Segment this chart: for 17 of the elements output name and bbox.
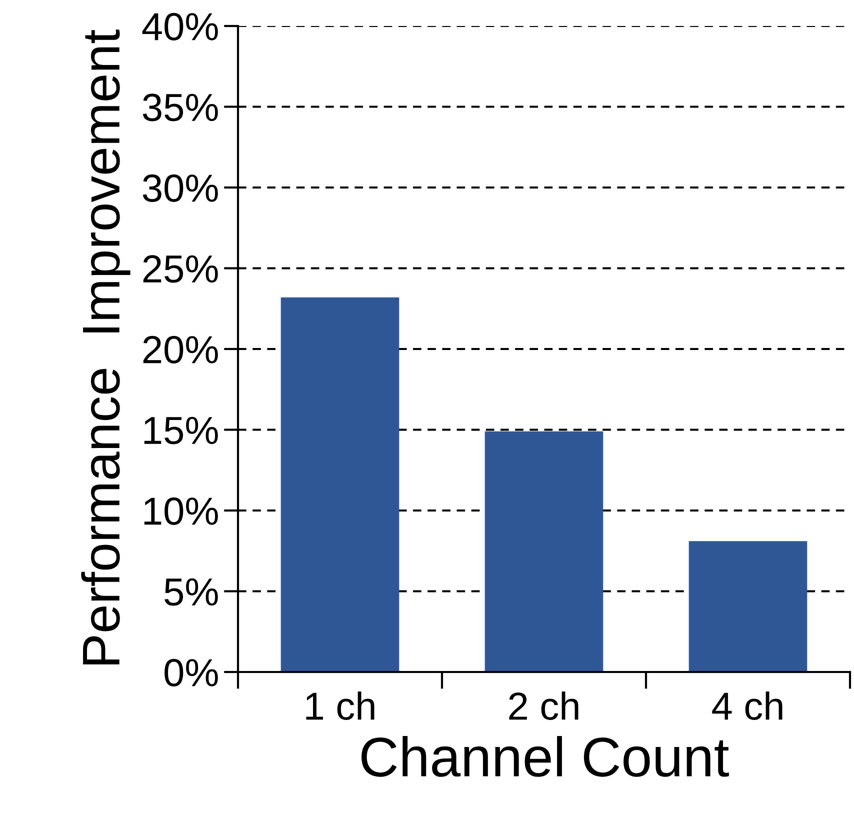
bar bbox=[688, 541, 808, 672]
y-tick-label: 30% bbox=[142, 174, 218, 202]
x-tick-label: 2 ch bbox=[509, 691, 578, 720]
x-tick-label: 4 ch bbox=[712, 691, 782, 720]
y-tick-label: 15% bbox=[144, 416, 218, 444]
y-tick-label: 10% bbox=[144, 497, 218, 525]
x-tick-label: 1 ch bbox=[306, 691, 374, 720]
y-tick-label: 0% bbox=[164, 658, 218, 686]
y-tick-label: 5% bbox=[164, 578, 218, 606]
x-axis-title: Channel Count bbox=[362, 736, 729, 777]
bar bbox=[484, 431, 604, 672]
y-tick-label: 25% bbox=[143, 255, 218, 283]
y-axis-title: Performance Improvement bbox=[81, 30, 130, 664]
y-tick-label: 20% bbox=[143, 336, 218, 364]
y-tick-label: 35% bbox=[142, 94, 218, 122]
bar bbox=[280, 297, 400, 672]
y-tick-label: 40% bbox=[142, 12, 218, 40]
